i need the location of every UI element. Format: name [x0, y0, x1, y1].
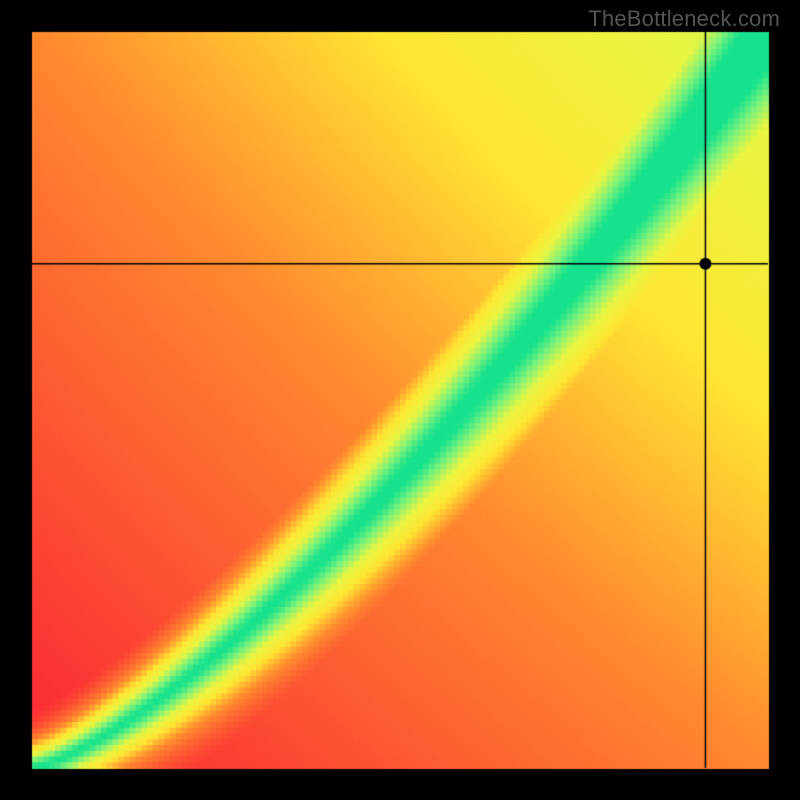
watermark-text: TheBottleneck.com — [588, 6, 780, 32]
bottleneck-heatmap — [0, 0, 800, 800]
chart-container: TheBottleneck.com — [0, 0, 800, 800]
